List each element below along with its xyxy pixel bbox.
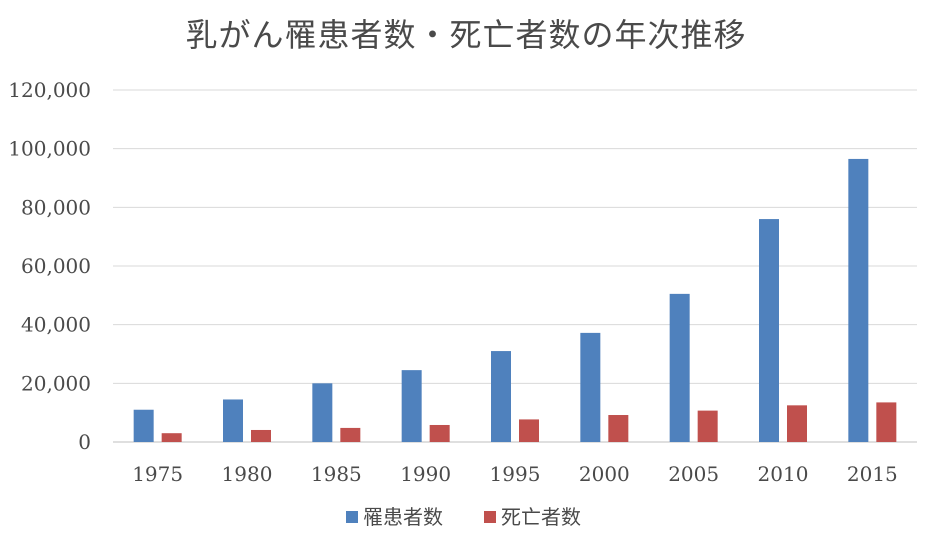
x-tick-label: 1985: [311, 462, 362, 486]
x-tick-label: 2010: [758, 462, 809, 486]
legend-label-incidence: 罹患者数: [363, 505, 443, 529]
bar-incidence: [848, 158, 869, 442]
y-tick-label: 40,000: [21, 313, 91, 337]
bar-incidence: [669, 293, 690, 442]
bar-incidence: [312, 383, 333, 442]
bar-deaths: [161, 433, 182, 442]
bar-incidence: [491, 351, 511, 442]
bar-deaths: [340, 427, 361, 442]
bar-deaths: [608, 415, 629, 442]
y-tick-label: 20,000: [21, 371, 91, 395]
legend-swatch-incidence: [346, 511, 358, 523]
bar-deaths: [697, 410, 718, 442]
bar-incidence: [759, 219, 779, 442]
bar-deaths: [876, 402, 897, 442]
chart-title: 乳がん罹患者数・死亡者数の年次推移: [185, 16, 747, 54]
x-tick-label: 1975: [132, 462, 183, 486]
x-tick-label: 1980: [222, 462, 273, 486]
bar-deaths: [787, 405, 807, 442]
bar-deaths: [251, 429, 271, 442]
y-tick-label: 80,000: [21, 195, 91, 219]
y-tick-label: 0: [78, 430, 91, 454]
bar-incidence: [401, 370, 422, 442]
bar-incidence: [580, 332, 601, 442]
bar-deaths: [429, 424, 450, 442]
bar-incidence: [223, 399, 243, 442]
bar-incidence: [133, 409, 154, 442]
x-tick-label: 2015: [847, 462, 898, 486]
legend-label-deaths: 死亡者数: [501, 505, 581, 529]
x-tick-label: 2000: [579, 462, 630, 486]
bar-deaths: [519, 419, 539, 442]
y-tick-label: 120,000: [8, 78, 91, 102]
x-tick-label: 1995: [490, 462, 541, 486]
y-tick-label: 60,000: [21, 254, 91, 278]
x-tick-label: 2005: [668, 462, 719, 486]
x-tick-label: 1990: [400, 462, 451, 486]
y-tick-label: 100,000: [8, 137, 91, 161]
legend-swatch-deaths: [484, 511, 496, 523]
